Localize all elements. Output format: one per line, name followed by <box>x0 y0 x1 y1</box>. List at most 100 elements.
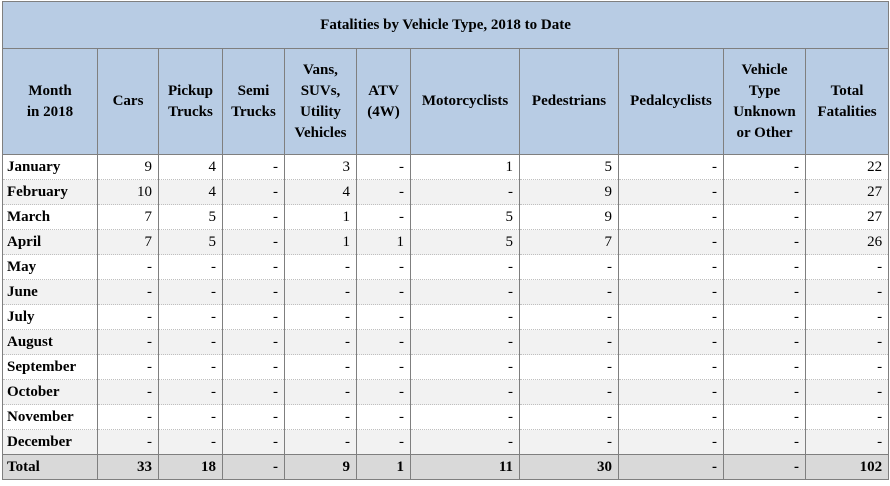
value-cell: - <box>222 304 285 330</box>
value-cell: - <box>356 154 411 180</box>
column-header: Cars <box>97 48 159 155</box>
value-cell: - <box>804 279 890 305</box>
value-cell: - <box>410 179 520 205</box>
value-cell: - <box>222 179 285 205</box>
value-cell: - <box>410 254 520 280</box>
table-row: April 7 5-1 1 5 7- -26 <box>2 229 890 255</box>
value-cell: - <box>519 379 619 405</box>
value-cell: - <box>410 379 520 405</box>
value-cell: - <box>97 329 159 355</box>
value-cell: - <box>723 279 806 305</box>
column-header: ATV (4W) <box>356 48 411 155</box>
value-cell: - <box>222 404 285 430</box>
column-header: Vehicle Type Unknown or Other <box>723 48 806 155</box>
value-cell: 5 <box>519 154 619 180</box>
value-cell: - <box>97 304 159 330</box>
total-cell: 1 <box>356 454 411 480</box>
value-cell: - <box>804 429 890 455</box>
value-cell: - <box>222 154 285 180</box>
value-cell: - <box>723 404 806 430</box>
value-cell: 1 <box>284 204 357 230</box>
value-cell: - <box>284 429 357 455</box>
value-cell: - <box>97 429 159 455</box>
value-cell: - <box>97 404 159 430</box>
value-cell: - <box>723 254 806 280</box>
month-cell: June <box>2 279 98 305</box>
month-cell: August <box>2 329 98 355</box>
value-cell: - <box>356 379 411 405</box>
month-cell: July <box>2 304 98 330</box>
value-cell: - <box>97 254 159 280</box>
table-row: December - - - - - - - - - - <box>2 429 890 455</box>
month-cell: March <box>2 204 98 230</box>
value-cell: - <box>618 204 724 230</box>
month-cell: January <box>2 154 98 180</box>
value-cell: 26 <box>804 229 890 255</box>
value-cell: - <box>222 254 285 280</box>
value-cell: - <box>97 279 159 305</box>
value-cell: - <box>519 304 619 330</box>
value-cell: 4 <box>158 179 223 205</box>
value-cell: - <box>222 229 285 255</box>
value-cell: 1 <box>410 154 520 180</box>
value-cell: - <box>519 429 619 455</box>
value-cell: - <box>618 404 724 430</box>
total-cell: 33 <box>97 454 159 480</box>
value-cell: - <box>804 379 890 405</box>
value-cell: - <box>618 429 724 455</box>
value-cell: - <box>158 354 223 380</box>
value-cell: - <box>804 254 890 280</box>
month-cell: November <box>2 404 98 430</box>
value-cell: - <box>158 279 223 305</box>
total-row: Total 33 18-9 1 11 30- -102 <box>2 454 890 480</box>
value-cell: - <box>410 304 520 330</box>
value-cell: - <box>723 329 806 355</box>
header-row: Month in 2018 Cars Pickup Trucks Semi Truck… <box>2 48 890 155</box>
value-cell: - <box>519 279 619 305</box>
value-cell: - <box>97 354 159 380</box>
value-cell: - <box>618 229 724 255</box>
column-header: Motorcyclists <box>410 48 520 155</box>
value-cell: - <box>356 429 411 455</box>
value-cell: 7 <box>97 204 159 230</box>
value-cell: - <box>804 329 890 355</box>
value-cell: - <box>222 204 285 230</box>
value-cell: - <box>804 354 890 380</box>
value-cell: - <box>410 429 520 455</box>
table-row: October - - - - - - - - - - <box>2 379 890 405</box>
month-cell: December <box>2 429 98 455</box>
value-cell: 9 <box>519 179 619 205</box>
value-cell: - <box>222 279 285 305</box>
value-cell: - <box>356 204 411 230</box>
column-header: Pedestrians <box>519 48 619 155</box>
value-cell: - <box>222 379 285 405</box>
value-cell: - <box>723 179 806 205</box>
value-cell: - <box>284 304 357 330</box>
value-cell: - <box>284 254 357 280</box>
value-cell: - <box>97 379 159 405</box>
table-row: August - - - - - - - - - - <box>2 329 890 355</box>
column-header: Vans, SUVs, Utility Vehicles <box>284 48 357 155</box>
month-cell: May <box>2 254 98 280</box>
value-cell: 3 <box>284 154 357 180</box>
month-cell: April <box>2 229 98 255</box>
value-cell: - <box>356 179 411 205</box>
value-cell: - <box>158 379 223 405</box>
table-row: March 7 5-1-5 9- -27 <box>2 204 890 230</box>
value-cell: 4 <box>284 179 357 205</box>
value-cell: 1 <box>284 229 357 255</box>
value-cell: - <box>284 354 357 380</box>
value-cell: 1 <box>356 229 411 255</box>
value-cell: - <box>284 379 357 405</box>
value-cell: - <box>356 279 411 305</box>
table-row: September - - - - - - - - - - <box>2 354 890 380</box>
value-cell: - <box>723 379 806 405</box>
table-row: June - - - - - - - - - - <box>2 279 890 305</box>
column-header: Pedalcyclists <box>618 48 724 155</box>
value-cell: - <box>222 429 285 455</box>
value-cell: - <box>158 254 223 280</box>
total-cell: - <box>618 454 724 480</box>
value-cell: - <box>356 329 411 355</box>
month-cell: September <box>2 354 98 380</box>
